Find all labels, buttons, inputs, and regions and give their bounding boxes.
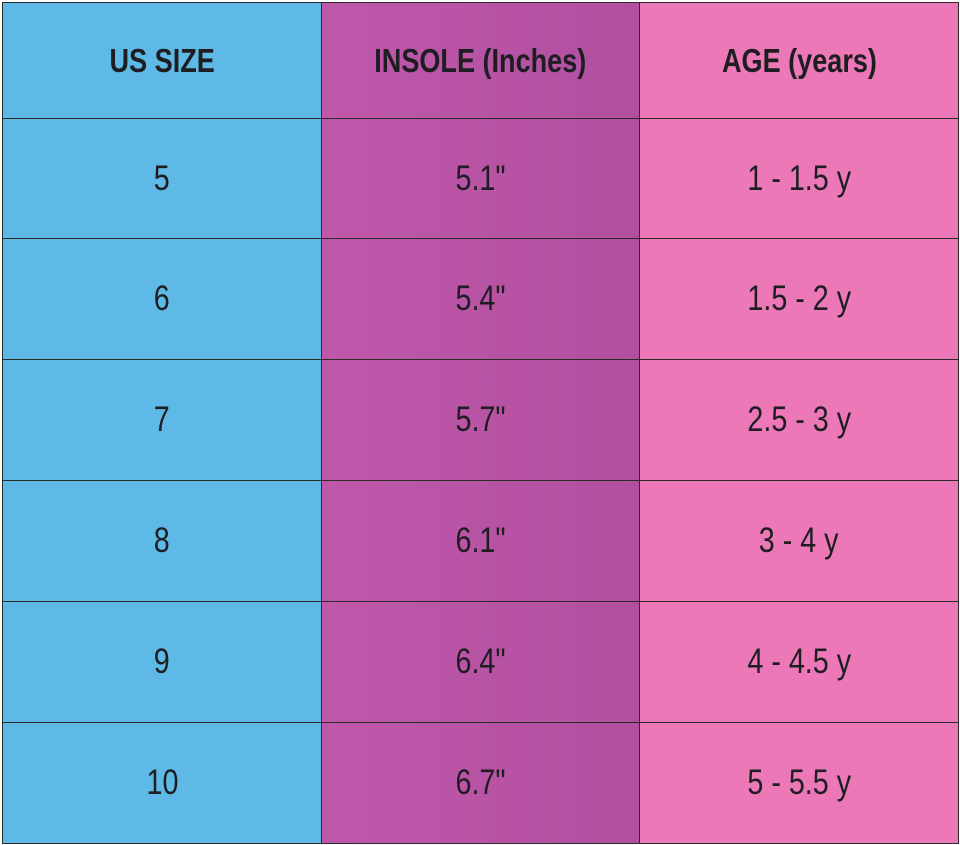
table-cell: 5.4" [321, 238, 640, 360]
table-cell: 6.7" [321, 722, 640, 844]
cell-text: 5 [154, 158, 170, 198]
table-cell: 1.5 - 2 y [639, 238, 959, 360]
cell-text: 7 [154, 400, 170, 439]
table-cell: 5 [2, 118, 322, 239]
header-text: AGE (years) [721, 41, 877, 79]
table-cell: 7 [2, 359, 322, 481]
header-cell: US SIZE [2, 2, 322, 119]
cell-text: 5.7" [455, 400, 506, 439]
cell-text: 4 - 4.5 y [747, 642, 851, 681]
cell-text: 6 [154, 279, 170, 318]
table-cell: 3 - 4 y [639, 480, 959, 602]
table-cell: 9 [2, 601, 322, 723]
cell-text: 5.4" [455, 279, 506, 318]
cell-text: 5 - 5.5 y [747, 763, 851, 802]
header-text: INSOLE (Inches) [374, 41, 587, 79]
cell-text: 5.1" [455, 158, 506, 198]
cell-text: 10 [146, 763, 178, 802]
header-cell: AGE (years) [639, 2, 959, 119]
cell-text: 6.7" [455, 763, 506, 802]
table-cell: 1 - 1.5 y [639, 118, 959, 239]
table-cell: 4 - 4.5 y [639, 601, 959, 723]
table-cell: 5.7" [321, 359, 640, 481]
cell-text: 6.4" [455, 642, 506, 681]
cell-text: 9 [154, 642, 170, 681]
cell-text: 8 [154, 521, 170, 560]
table-cell: 5 - 5.5 y [639, 722, 959, 844]
cell-text: 3 - 4 y [759, 521, 839, 560]
table-cell: 6 [2, 238, 322, 360]
header-text: US SIZE [109, 41, 215, 79]
cell-text: 1.5 - 2 y [747, 279, 851, 318]
table-cell: 8 [2, 480, 322, 602]
table-cell: 5.1" [321, 118, 640, 239]
header-cell: INSOLE (Inches) [321, 2, 640, 119]
table-cell: 2.5 - 3 y [639, 359, 959, 481]
table-cell: 6.4" [321, 601, 640, 723]
table-cell: 6.1" [321, 480, 640, 602]
cell-text: 1 - 1.5 y [747, 158, 851, 198]
cell-text: 2.5 - 3 y [747, 400, 851, 439]
cell-text: 6.1" [455, 521, 506, 560]
table-cell: 10 [2, 722, 322, 844]
